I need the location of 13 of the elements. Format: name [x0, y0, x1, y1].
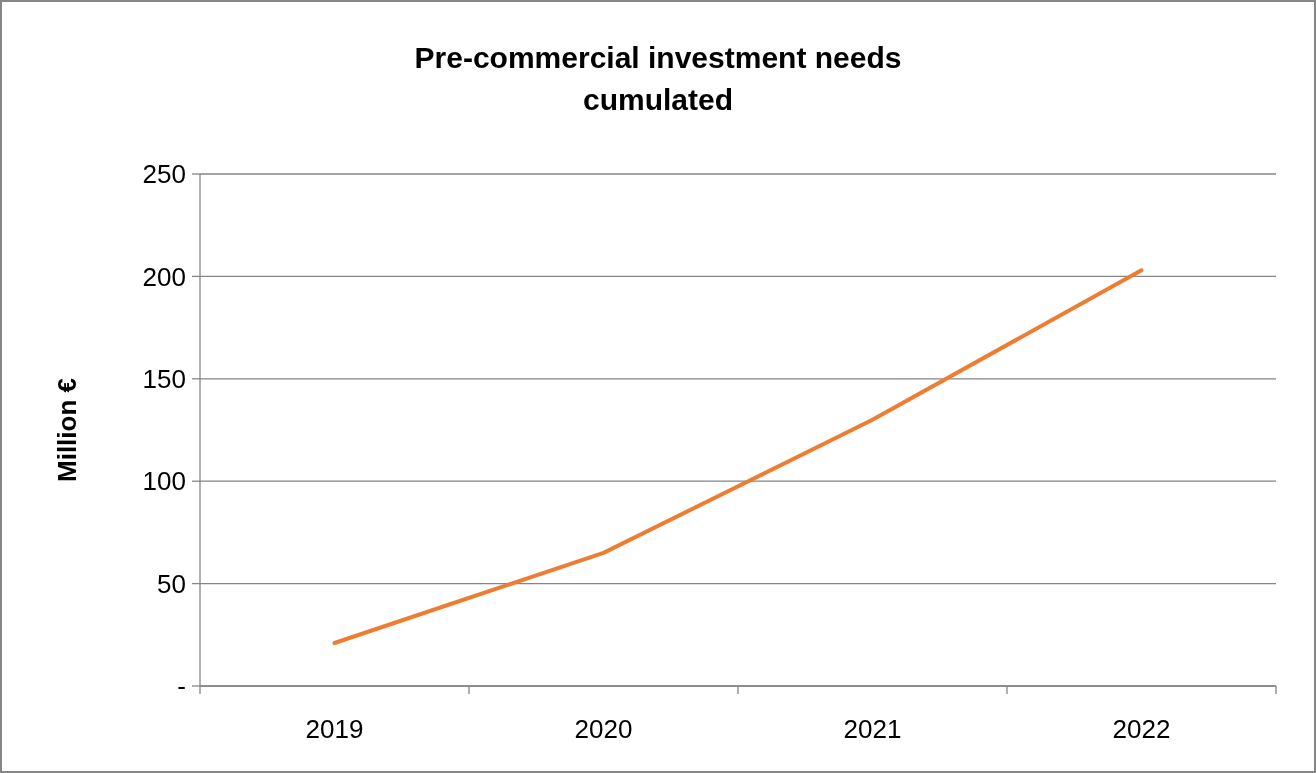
- y-tick-label: 150: [142, 363, 186, 394]
- y-axis-title: Million €: [52, 378, 82, 482]
- y-tick-label: 200: [142, 261, 186, 292]
- x-tick-label: 2020: [574, 714, 633, 744]
- x-tick-label: 2022: [1112, 714, 1171, 744]
- x-tick-label: 2021: [843, 714, 902, 744]
- y-tick-label: 250: [142, 159, 186, 190]
- chart-title: Pre-commercial investment needs cumulated: [414, 41, 902, 116]
- y-tick-label: -: [177, 671, 186, 702]
- line-series: [332, 268, 1144, 645]
- y-tick-label: 100: [142, 466, 186, 497]
- x-tick-label: 2019: [305, 714, 364, 744]
- y-tick-label: 50: [157, 568, 186, 599]
